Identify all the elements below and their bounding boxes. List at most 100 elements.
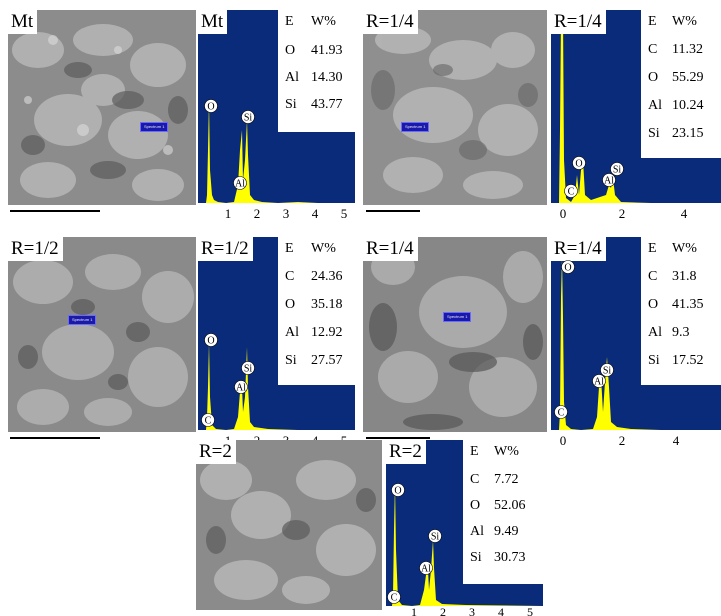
sem-panel-label: Mt [8, 10, 38, 34]
table-row-element: O [470, 498, 481, 513]
table-header-element: E [470, 444, 479, 459]
table-row-element: Si [648, 353, 660, 368]
table-row-wt: 17.52 [672, 353, 704, 368]
table-row-wt: 12.92 [311, 325, 343, 340]
table-header-element: E [285, 14, 294, 29]
axis-tick-label: 0 [560, 206, 567, 220]
peak-label: O [575, 159, 582, 170]
table-row-wt: 35.18 [311, 297, 343, 312]
axis-tick-label: 5 [527, 605, 533, 616]
table-row-element: Al [648, 325, 662, 340]
eds-panel-label: R=1/2 [198, 237, 253, 261]
table-row-wt: 43.77 [311, 97, 343, 112]
peak-labels: C O Al Si 0 2 4 [560, 156, 688, 220]
sem-texture [196, 440, 382, 610]
sem-texture [363, 10, 547, 205]
composition-table: E W% O 41.93 Al 14.30 Si 43.77 [278, 10, 355, 132]
spectrum-marker: Spectrum 1 [443, 312, 472, 322]
sem-image-r1-2: R=1/2 Spectrum 1 [8, 237, 196, 432]
peak-label: Al [594, 377, 604, 388]
table-header-element: E [285, 241, 294, 256]
peak-labels: C O Al Si 1 2 3 4 5 [201, 333, 347, 447]
scale-bar [10, 437, 100, 439]
eds-panel-label: R=1/4 [551, 10, 606, 34]
table-row-wt: 9.49 [494, 524, 519, 539]
peak-label: Al [604, 176, 614, 187]
axis-tick-label: 1 [411, 605, 417, 616]
table-row-element: C [470, 472, 480, 487]
table-row-element: Si [285, 353, 297, 368]
peak-labels: O Al Si 1 2 3 4 5 [204, 99, 348, 220]
peak-labels: C O Al Si 1 2 3 4 5 [387, 483, 533, 616]
sem-panel-label: R=1/4 [363, 10, 418, 34]
table-header-element: E [648, 241, 657, 256]
table-row-element: Si [285, 97, 297, 112]
axis-tick-label: 4 [498, 605, 504, 616]
peak-label: Si [603, 366, 612, 377]
table-row-wt: 14.30 [311, 70, 343, 85]
table-header-wt: W% [311, 14, 336, 29]
table-row-element: Si [470, 550, 482, 565]
axis-tick-label: 2 [619, 433, 626, 447]
eds-panel-label: R=2 [386, 440, 426, 464]
scale-bar [10, 210, 100, 212]
table-row-wt: 23.15 [672, 126, 704, 141]
peak-label: C [568, 187, 575, 198]
table-row-wt: 41.93 [311, 43, 343, 58]
peak-label: O [394, 486, 401, 497]
peak-label: C [391, 593, 398, 604]
axis-tick-label: 2 [440, 605, 446, 616]
axis-tick-label: 2 [254, 206, 261, 220]
peak-labels: C O Al Si 0 2 4 [554, 260, 680, 447]
table-row-element: Al [648, 98, 662, 113]
table-row-element: O [648, 70, 659, 85]
composition-table: E W% C 31.8 O 41.35 Al 9.3 Si 17.52 [641, 237, 721, 385]
spectrum-marker: Spectrum 1 [401, 122, 430, 132]
eds-spectrum-r1-4-b: R=1/4 E W% C 31.8 O 41.35 Al 9.3 Si 17.5… [551, 237, 721, 447]
table-row-wt: 24.36 [311, 269, 343, 284]
peak-label: Si [431, 532, 440, 543]
table-row-wt: 30.73 [494, 550, 526, 565]
table-row-wt: 41.35 [672, 297, 704, 312]
peak-label: Si [613, 165, 622, 176]
sem-image-mt: Mt Spectrum 1 [8, 10, 196, 205]
table-row-wt: 55.29 [672, 70, 704, 85]
table-header-wt: W% [672, 241, 697, 256]
table-row-element: Al [285, 70, 299, 85]
eds-panel-label: Mt [198, 10, 228, 34]
table-row-wt: 7.72 [494, 472, 519, 487]
spectrum-marker: Spectrum 1 [68, 315, 97, 325]
sem-image-r2: R=2 [196, 440, 382, 610]
peak-label: Si [244, 113, 253, 124]
table-header-element: E [648, 14, 657, 29]
table-row-wt: 9.3 [672, 325, 690, 340]
axis-tick-label: 4 [312, 206, 319, 220]
peak-label: Si [244, 364, 253, 375]
axis-tick-label: 5 [341, 206, 348, 220]
eds-spectrum-mt: Mt E W% O 41.93 Al 14.30 Si 43.77 O Al S… [198, 10, 358, 220]
peak-label: C [205, 416, 212, 427]
axis-tick-label: 4 [673, 433, 680, 447]
sem-panel-label: R=2 [196, 440, 236, 464]
axis-tick-label: 2 [619, 206, 626, 220]
sem-texture [8, 10, 196, 205]
sem-image-r1-4-b: R=1/4 Spectrum 1 [363, 237, 547, 432]
eds-spectrum-r1-2: R=1/2 E W% C 24.36 O 35.18 Al 12.92 Si 2… [198, 237, 358, 447]
table-row-element: O [648, 297, 659, 312]
eds-panel-label: R=1/4 [551, 237, 606, 261]
sem-texture [363, 237, 547, 432]
table-header-wt: W% [494, 444, 519, 459]
sem-texture [8, 237, 196, 432]
axis-tick-label: 4 [681, 206, 688, 220]
eds-spectrum-r1-4-a: R=1/4 E W% C 11.32 O 55.29 Al 10.24 Si 2… [551, 10, 721, 220]
table-row-element: Si [648, 126, 660, 141]
peak-label: Al [236, 383, 246, 394]
eds-spectrum-r2: R=2 E W% C 7.72 O 52.06 Al 9.49 Si 30.73… [386, 440, 546, 616]
table-row-wt: 52.06 [494, 498, 526, 513]
table-row-element: O [285, 297, 296, 312]
sem-panel-label: R=1/2 [8, 237, 63, 261]
table-row-element: Al [470, 524, 484, 539]
composition-table: E W% C 24.36 O 35.18 Al 12.92 Si 27.57 [278, 237, 355, 385]
axis-tick-label: 0 [560, 433, 567, 447]
table-row-element: Al [285, 325, 299, 340]
